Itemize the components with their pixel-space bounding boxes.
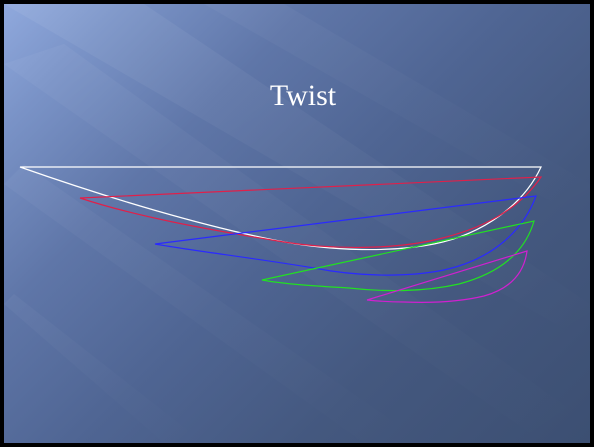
profile-blue — [154, 195, 537, 276]
profile-white — [19, 166, 542, 251]
slide: Twist — [4, 4, 590, 443]
profile-magenta — [366, 250, 528, 303]
profile-red — [79, 176, 543, 249]
slide-title: Twist — [269, 79, 337, 112]
twist-diagram — [19, 166, 543, 303]
profile-green — [261, 220, 535, 292]
